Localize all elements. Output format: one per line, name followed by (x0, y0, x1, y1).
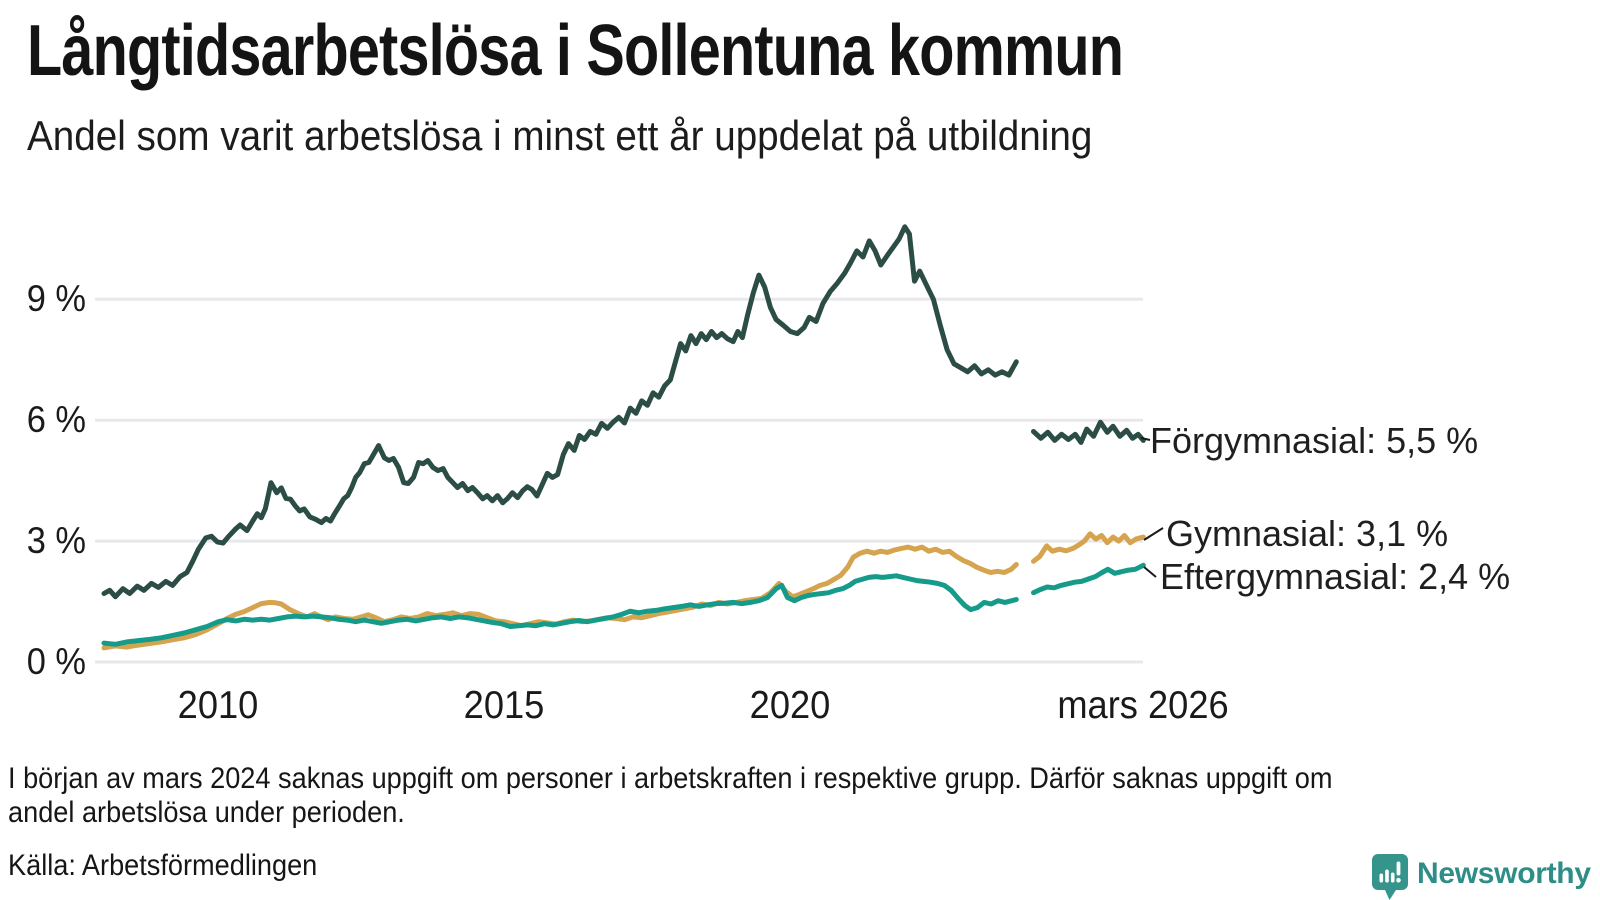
line-chart-plot (95, 224, 1164, 664)
footnote: I början av mars 2024 saknas uppgift om … (8, 762, 1333, 829)
page-title: Långtidsarbetslösa i Sollentuna kommun (27, 11, 1124, 91)
series-line-gymnasial (101, 544, 1019, 651)
newsworthy-logo: Newsworthy (1372, 854, 1591, 900)
y-tick-label: 0 % (26, 641, 86, 682)
source-label: Källa: Arbetsförmedlingen (8, 849, 318, 882)
series-line-eftergymnasial (1031, 562, 1146, 596)
y-tick-label: 3 % (26, 520, 86, 562)
footnote-line: I början av mars 2024 saknas uppgift om … (8, 762, 1333, 795)
x-tick-label: 2010 (177, 684, 259, 727)
x-tick-label: mars 2026 (1057, 684, 1229, 727)
x-tick-label: 2015 (463, 684, 545, 727)
label-connector (1143, 566, 1157, 578)
page-subtitle: Andel som varit arbetslösa i minst ett å… (27, 112, 1093, 159)
series-line-gymnasial (1031, 531, 1146, 564)
chart-speech-bubble-icon (1372, 854, 1408, 900)
y-tick-label: 9 % (26, 278, 86, 320)
x-tick-label: 2020 (749, 684, 831, 727)
series-end-label-gymnasial: Gymnasial: 3,1 % (1166, 513, 1449, 554)
series-end-label-forgymnasial: Förgymnasial: 5,5 % (1150, 420, 1479, 461)
series-line-förgymnasial (1031, 419, 1146, 445)
label-connector (1140, 437, 1151, 441)
series-end-label-eftergymnasial: Eftergymnasial: 2,4 % (1160, 556, 1511, 597)
series-line-eftergymnasial (101, 573, 1019, 647)
series-line-förgymnasial (101, 224, 1019, 600)
brand-name: Newsworthy (1417, 857, 1591, 890)
label-connector (1143, 527, 1164, 541)
footnote-line: andel arbetslösa under perioden. (8, 795, 405, 829)
y-tick-label: 6 % (26, 399, 86, 441)
